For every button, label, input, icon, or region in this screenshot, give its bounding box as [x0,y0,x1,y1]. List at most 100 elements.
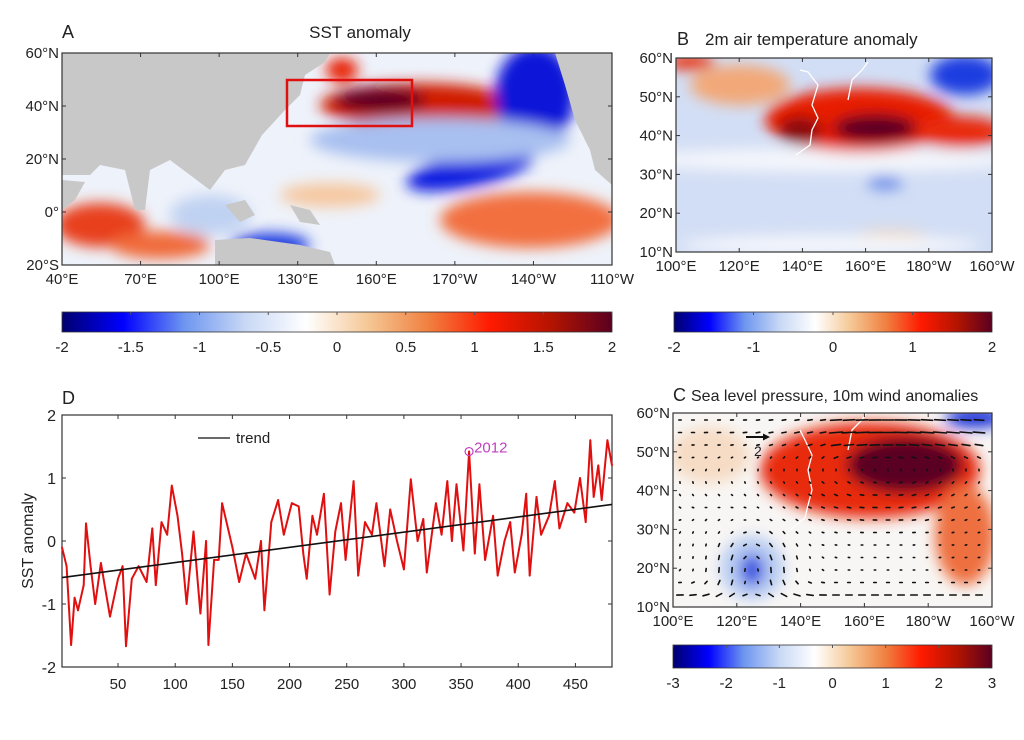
wind-vector [974,420,984,421]
panel-a-map [55,45,620,265]
t2m-cool-ne [930,55,1000,95]
sst-anomaly-point [100,562,102,564]
sst-anomaly-point [177,515,179,517]
wind-vector [795,432,800,433]
sst-anomaly-point [384,565,386,567]
wind-vector [925,457,929,458]
wind-vector [960,432,972,433]
wind-vector [693,520,694,521]
wind-vector [745,495,746,496]
wind-vector [757,507,758,508]
sst-anomaly-point [117,578,119,580]
wind-vector [808,420,812,421]
y-tick-label: 20°N [25,151,59,168]
sst-anomaly-point [585,521,587,523]
wind-vector [809,482,810,483]
sst-anomaly-point [340,502,342,504]
x-tick-label: 350 [449,676,474,693]
colorbar-tick-label: -1.5 [118,339,144,356]
wind-vector [770,445,773,446]
wind-vector [690,595,696,596]
sst-anomaly-point [607,439,609,441]
wind-vector [807,595,813,596]
x-tick-label: 180°W [906,258,952,275]
wind-vector [948,420,958,421]
sst-anomaly-point [514,572,516,574]
reference-vector-label: 2 [754,443,762,459]
colorbar-tick-label: -1 [773,675,786,692]
wind-vector [771,457,772,458]
wind-vector [706,495,707,496]
wind-vector [952,507,954,508]
sst-anomaly-point [90,565,92,567]
wind-vector [822,494,824,495]
panel-c-letter: C [673,385,686,405]
wind-vector [922,445,931,446]
sst-anomaly-point [559,528,561,530]
colorbar-tick-label: -1 [747,339,760,356]
sst-anomaly-point [213,559,215,561]
wind-vector [835,520,838,521]
y-tick-label: 10°N [639,244,673,261]
y-tick-label: 20°S [26,257,59,274]
sst-anomaly-point [474,553,476,555]
panel-c-map: 2 [670,408,1005,607]
sst-anomaly-point [263,609,265,611]
wind-vector [796,457,797,458]
x-tick-label: 160°W [969,613,1015,630]
wind-vector [847,507,850,508]
sst-warm-okhotsk [326,58,358,82]
wind-vector [820,432,826,433]
sst-anomaly-point [389,509,391,511]
wind-vector [770,507,771,508]
t2m-white-band [630,148,1024,172]
x-tick-label: 200 [277,676,302,693]
colorbar-tick-label: 0.5 [395,339,416,356]
wind-vector [796,532,797,533]
colorbar-tick-label: 1.5 [533,339,554,356]
x-tick-label: 120°E [716,613,757,630]
sst-anomaly-point [364,521,366,523]
sst-anomaly-point [122,565,124,567]
wind-vector [782,432,786,433]
wind-vector [965,482,966,483]
wind-vector [731,520,732,521]
wind-vector [860,495,863,496]
sst-anomaly-point [74,597,76,599]
wind-vector [756,432,760,433]
wind-vector [795,444,798,445]
wind-vector [732,482,733,483]
colorbar-tick-label: -2 [719,675,732,692]
t2m-cool-spot [867,176,903,190]
wind-vector [843,420,854,421]
sst-warm-east-pacific [440,192,620,248]
sst-anomaly-point [171,485,173,487]
wind-vector [920,432,933,433]
sst-anomaly-point [462,550,464,552]
wind-vector [822,507,825,508]
panel-d-letter: D [62,388,75,408]
wind-vector [744,457,745,458]
colorbar-tick-label: 1 [908,339,916,356]
sst-anomaly-point [125,645,127,647]
wind-vector [855,432,869,433]
wind-vector [783,495,784,496]
sst-anomaly-point [260,540,262,542]
sst-anomaly-point [207,644,209,646]
t2m-warm-north-left [690,65,790,105]
wind-vector [719,482,720,483]
panel-c: C Sea level pressure, 10m wind anomalies… [636,385,1015,692]
wind-vector [830,432,843,433]
wind-vector [797,569,798,572]
wind-vector [965,494,967,495]
x-tick-label: 50 [110,676,127,693]
wind-vector [925,507,928,508]
x-tick-label: 130°E [277,271,318,288]
wind-vector [758,495,759,496]
wind-vector [860,457,864,458]
y-tick-label: 40°N [25,98,59,115]
wind-vector [842,432,855,433]
wind-vector [926,495,929,496]
